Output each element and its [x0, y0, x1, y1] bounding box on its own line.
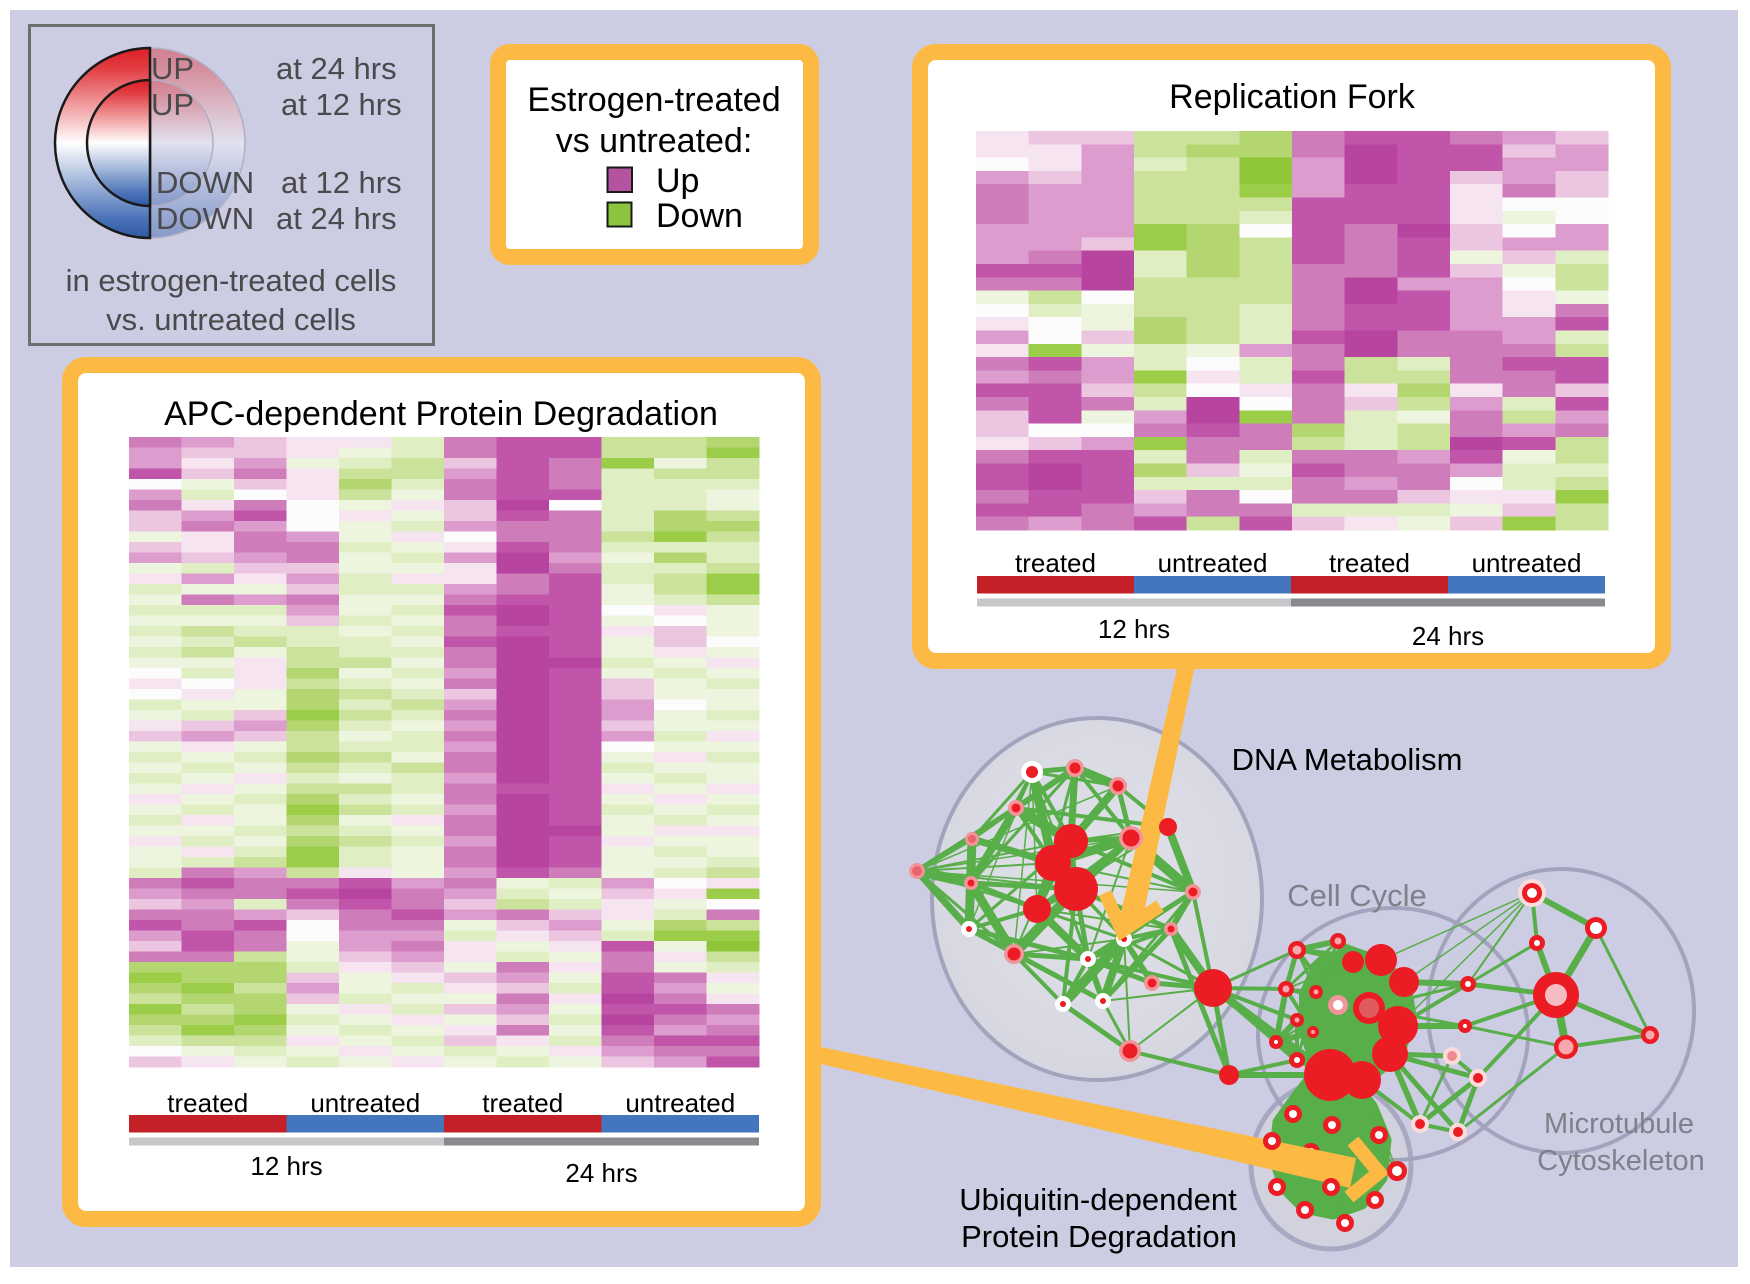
svg-text:Estrogen-treated: Estrogen-treated: [527, 81, 780, 119]
svg-text:12 hrs: 12 hrs: [250, 1151, 322, 1181]
svg-text:treated: treated: [482, 1088, 563, 1118]
svg-text:in estrogen-treated cells: in estrogen-treated cells: [66, 263, 397, 298]
svg-text:treated: treated: [1015, 548, 1096, 578]
svg-text:treated: treated: [167, 1088, 248, 1118]
svg-text:untreated: untreated: [625, 1088, 735, 1118]
svg-text:Down: Down: [656, 197, 743, 235]
svg-text:untreated: untreated: [1472, 548, 1582, 578]
svg-text:untreated: untreated: [310, 1088, 420, 1118]
svg-text:at 24 hrs: at 24 hrs: [276, 201, 397, 236]
svg-text:Up: Up: [656, 162, 699, 200]
svg-text:UP: UP: [151, 51, 194, 86]
svg-text:APC-dependent Protein Degradat: APC-dependent Protein Degradation: [164, 395, 718, 433]
svg-text:DNA Metabolism: DNA Metabolism: [1232, 742, 1463, 777]
svg-text:24 hrs: 24 hrs: [1412, 621, 1484, 651]
svg-text:at 12 hrs: at 12 hrs: [281, 87, 402, 122]
svg-text:Cell Cycle: Cell Cycle: [1287, 878, 1427, 913]
svg-text:UP: UP: [151, 87, 194, 122]
svg-text:treated: treated: [1329, 548, 1410, 578]
svg-text:untreated: untreated: [1158, 548, 1268, 578]
svg-text:at 24 hrs: at 24 hrs: [276, 51, 397, 86]
svg-text:12 hrs: 12 hrs: [1098, 614, 1170, 644]
svg-text:vs untreated:: vs untreated:: [556, 122, 753, 160]
svg-text:24 hrs: 24 hrs: [565, 1158, 637, 1188]
svg-text:vs. untreated cells: vs. untreated cells: [106, 302, 356, 337]
svg-text:DOWN: DOWN: [156, 165, 254, 200]
svg-text:Microtubule: Microtubule: [1544, 1108, 1694, 1140]
svg-text:at 12 hrs: at 12 hrs: [281, 165, 402, 200]
svg-text:Protein Degradation: Protein Degradation: [961, 1219, 1237, 1254]
svg-text:DOWN: DOWN: [156, 201, 254, 236]
svg-text:Cytoskeleton: Cytoskeleton: [1537, 1145, 1705, 1177]
svg-text:Replication Fork: Replication Fork: [1169, 78, 1416, 116]
svg-text:Ubiquitin-dependent: Ubiquitin-dependent: [959, 1182, 1237, 1217]
